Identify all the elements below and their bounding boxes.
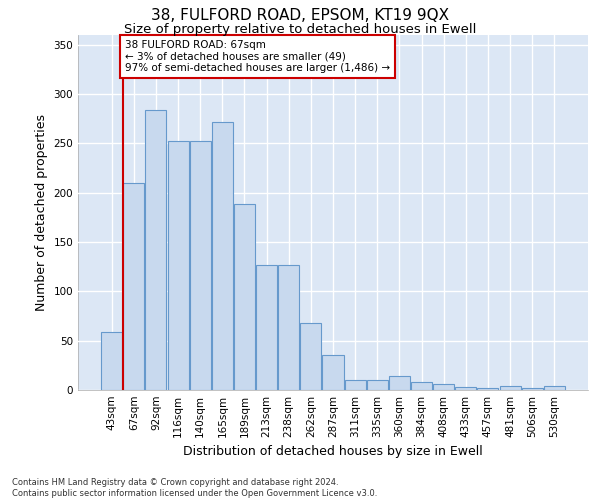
Bar (322, 354, 344, 390)
Bar (344, 380, 365, 390)
Text: 38 FULFORD ROAD: 67sqm
← 3% of detached houses are smaller (49)
97% of semi-deta: 38 FULFORD ROAD: 67sqm ← 3% of detached … (125, 40, 390, 73)
Bar (500, 386, 521, 390)
Bar (367, 380, 388, 390)
X-axis label: Distribution of detached houses by size in Ewell: Distribution of detached houses by size … (183, 446, 483, 458)
Y-axis label: Number of detached properties: Number of detached properties (35, 114, 48, 311)
Text: 38, FULFORD ROAD, EPSOM, KT19 9QX: 38, FULFORD ROAD, EPSOM, KT19 9QX (151, 8, 449, 22)
Bar (124, 183, 145, 390)
Bar (544, 386, 565, 390)
Bar (433, 384, 454, 390)
Text: Size of property relative to detached houses in Ewell: Size of property relative to detached ho… (124, 22, 476, 36)
Bar (278, 265, 299, 390)
Bar (389, 376, 410, 390)
Bar (478, 388, 499, 390)
Bar (411, 382, 432, 390)
Bar (145, 110, 166, 390)
Bar (167, 140, 188, 390)
Bar (234, 204, 255, 390)
Bar (190, 140, 211, 390)
Bar (101, 332, 122, 390)
Bar (521, 388, 542, 390)
Bar (455, 387, 476, 390)
Bar (256, 265, 277, 390)
Bar (212, 122, 233, 390)
Bar (301, 323, 322, 390)
Text: Contains HM Land Registry data © Crown copyright and database right 2024.
Contai: Contains HM Land Registry data © Crown c… (12, 478, 377, 498)
